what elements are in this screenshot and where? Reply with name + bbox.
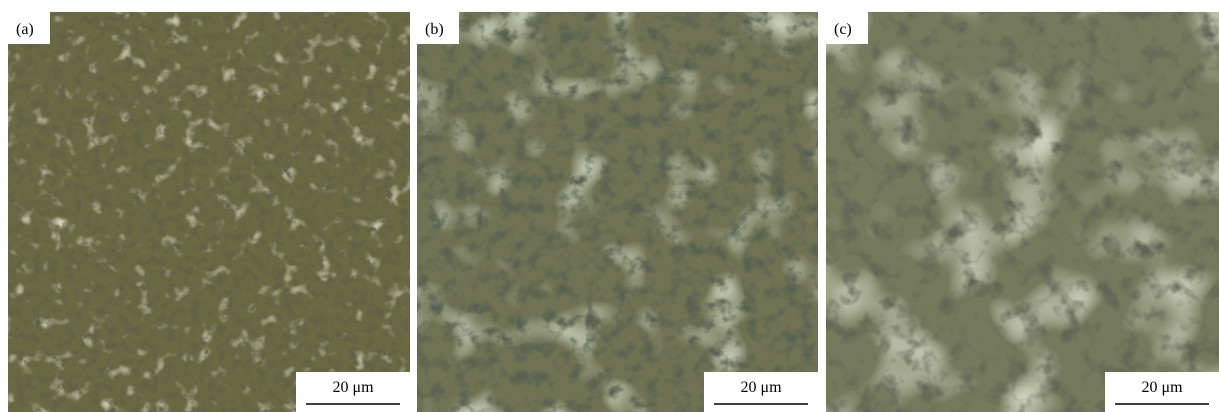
micrograph-texture (826, 12, 1219, 412)
scale-bar-label: 20 μm (740, 379, 782, 396)
panel-b: (b) 20 μm (417, 12, 818, 412)
panel-c: (c) 20 μm (826, 12, 1219, 412)
micrograph-texture (8, 12, 410, 412)
scale-bar-label: 20 μm (332, 379, 374, 396)
panel-label: (c) (834, 21, 852, 38)
panel-a: (a) 20 μm (8, 12, 410, 412)
panel-label: (b) (425, 21, 444, 38)
scale-bar-label: 20 μm (1141, 379, 1183, 396)
figure: (a) 20 μm (b) 20 μm (c) 20 μm (0, 0, 1219, 412)
panel-label: (a) (16, 21, 34, 38)
page: (a) 20 μm (b) 20 μm (c) 20 μm (() => { c… (0, 0, 1219, 412)
micrograph-texture (417, 12, 818, 412)
